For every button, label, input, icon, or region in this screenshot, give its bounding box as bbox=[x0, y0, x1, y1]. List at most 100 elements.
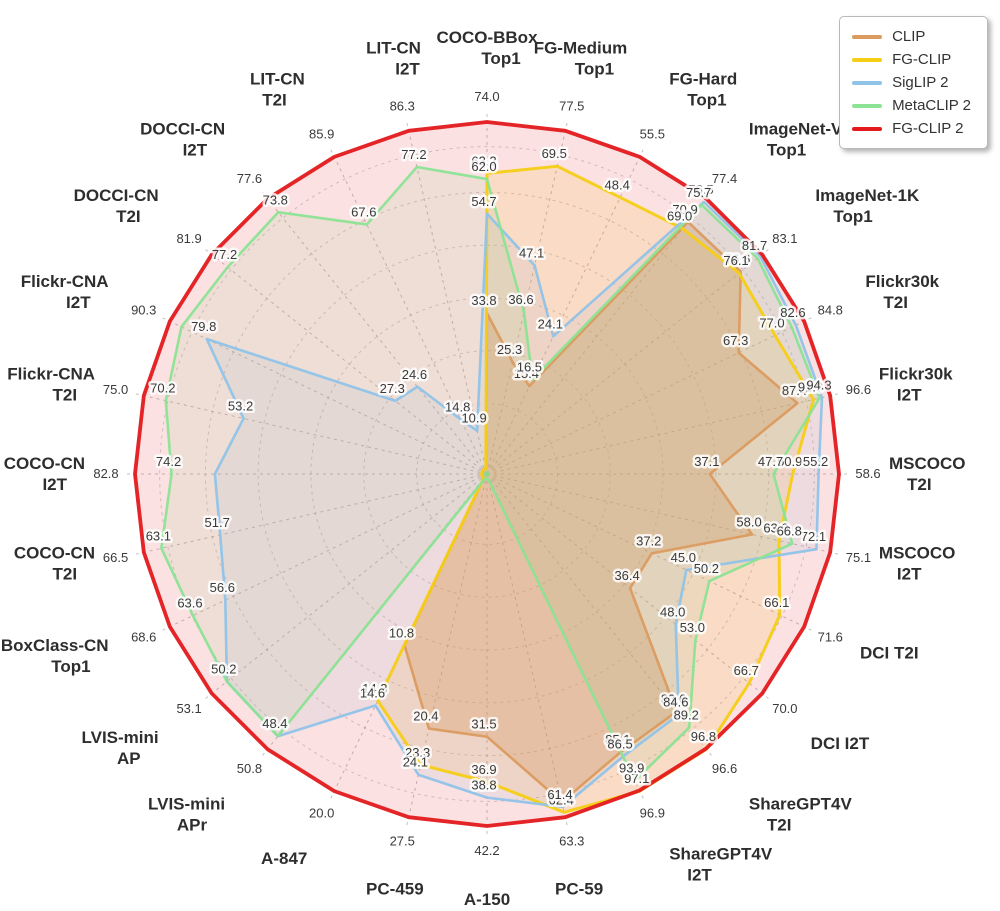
axis-label-coco-bbox-top1: COCO-BBox bbox=[436, 28, 538, 47]
legend-item-clip: CLIP bbox=[850, 25, 973, 48]
value-label: 55.2 bbox=[803, 454, 828, 469]
value-label: 63.2 bbox=[471, 153, 496, 168]
value-label: 55.5 bbox=[640, 126, 665, 141]
value-label: 82.6 bbox=[780, 305, 805, 320]
value-labels-fg-clip: 63.2 69.5 48.4 69.0 76.1 77.0 91.9 50.9 63.9 66.1… bbox=[360, 144, 826, 810]
value-label: 66.5 bbox=[103, 550, 128, 565]
value-label: 37.1 bbox=[694, 454, 719, 469]
series-line-fg-clip bbox=[376, 164, 815, 814]
value-label: 48.4 bbox=[605, 177, 630, 192]
value-label: 74.2 bbox=[156, 454, 181, 469]
legend-label: FG-CLIP 2 bbox=[892, 120, 964, 137]
value-label: 48.4 bbox=[262, 716, 287, 731]
value-label: 58.0 bbox=[736, 514, 761, 529]
axis-label-imagenet-v2-top1: ImageNet-V2 bbox=[749, 120, 852, 139]
value-label: 20.0 bbox=[309, 806, 334, 821]
value-label: 36.4 bbox=[614, 568, 639, 583]
value-label: 97.1 bbox=[624, 771, 649, 786]
axis-label-coco-cn-i2t: COCO-CN bbox=[4, 454, 85, 473]
value-label: 79.8 bbox=[191, 319, 216, 334]
axis-label-fg-hard-top1: FG-Hard bbox=[669, 70, 737, 89]
axis-label-lvis-mini-ap: LVIS-mini bbox=[81, 728, 158, 747]
axis-sublabel: I2T bbox=[897, 564, 922, 583]
value-label: 54.7 bbox=[471, 194, 496, 209]
value-label: 70.0 bbox=[772, 701, 797, 716]
value-label: 75.1 bbox=[846, 550, 871, 565]
legend-item-metaclip-2: MetaCLIP 2 bbox=[850, 94, 973, 117]
value-label: 50.2 bbox=[211, 661, 236, 676]
value-label: 47.1 bbox=[519, 245, 544, 260]
value-label: 76.6 bbox=[725, 252, 750, 267]
legend-label: SigLIP 2 bbox=[892, 74, 949, 91]
series-fill-siglip-2 bbox=[206, 201, 823, 807]
value-label: 31.5 bbox=[471, 717, 496, 732]
axis-sublabel: T2I bbox=[907, 475, 932, 494]
value-label: 77.0 bbox=[759, 315, 784, 330]
axis-sublabel: I2T bbox=[897, 386, 922, 405]
value-label: 63.3 bbox=[559, 834, 584, 849]
axis-label-dci-i2t: DCI I2T bbox=[811, 734, 870, 753]
axis-sublabel: I2T bbox=[395, 60, 420, 79]
axis-label-fg-medium-top1: FG-Medium bbox=[534, 39, 628, 58]
value-label: 14.3 bbox=[362, 681, 387, 696]
axis-label-flickr-cna-t2i: Flickr-CNA bbox=[7, 365, 95, 384]
value-label: 53.0 bbox=[680, 620, 705, 635]
value-label: 96.9 bbox=[640, 806, 665, 821]
axis-sublabel: Top1 bbox=[575, 60, 614, 79]
legend-line-swatch bbox=[852, 80, 883, 85]
value-label: 77.4 bbox=[712, 171, 737, 186]
value-label: 82.8 bbox=[93, 466, 118, 481]
value-label: 72.1 bbox=[801, 529, 826, 544]
legend-label: FG-CLIP bbox=[892, 51, 952, 68]
value-label: 10.8 bbox=[389, 625, 414, 640]
value-label: 81.9 bbox=[176, 231, 201, 246]
value-labels-clip: 33.8 25.3 15.4 70.9 76.6 67.3 87.4 37.1 58.0 37.2… bbox=[386, 199, 809, 749]
legend-line-swatch bbox=[852, 57, 883, 62]
value-label: 62.0 bbox=[471, 159, 496, 174]
value-label: 71.6 bbox=[818, 630, 843, 645]
series-line-siglip-2 bbox=[205, 200, 824, 809]
value-label: 68.6 bbox=[131, 630, 156, 645]
axis-labels: COCO-BBox Top1 FG-Medium Top1 FG-Hard Top1 Ima… bbox=[1, 28, 966, 909]
axis-label-lvis-mini-apr: LVIS-mini bbox=[148, 794, 225, 813]
value-label: 50.8 bbox=[237, 761, 262, 776]
value-label: 81.7 bbox=[742, 238, 767, 253]
axis-sublabel: APr bbox=[177, 815, 208, 834]
series-line-fg-clip-2 bbox=[133, 120, 841, 828]
value-label: 87.4 bbox=[782, 383, 807, 398]
axis-sublabel: T2I bbox=[116, 207, 141, 226]
value-label: 51.7 bbox=[205, 515, 230, 530]
value-label: 76.5 bbox=[688, 182, 713, 197]
value-label: 63.6 bbox=[177, 596, 202, 611]
axis-label-docci-cn-i2t: DOCCI-CN bbox=[140, 120, 225, 139]
value-label: 16.5 bbox=[517, 360, 542, 375]
value-label: 73.8 bbox=[263, 192, 288, 207]
value-label: 66.1 bbox=[764, 595, 789, 610]
value-label: 69.0 bbox=[667, 209, 692, 224]
series-line-metaclip-2 bbox=[160, 165, 821, 782]
value-label: 93.9 bbox=[619, 761, 644, 776]
axis-sublabel: T2I bbox=[53, 386, 78, 405]
axis-sublabel: Top1 bbox=[51, 657, 90, 676]
axis-sublabel: I2T bbox=[66, 293, 91, 312]
axis-label-imagenet-1k-top1: ImageNet-1K bbox=[815, 186, 920, 205]
value-label: 77.5 bbox=[559, 98, 584, 113]
value-label: 36.9 bbox=[471, 762, 496, 777]
value-label: 84.8 bbox=[818, 302, 843, 317]
value-label: 66.7 bbox=[734, 663, 759, 678]
value-label: 67.3 bbox=[723, 333, 748, 348]
axis-sublabel: T2I bbox=[767, 815, 792, 834]
axis-sublabel: Top1 bbox=[687, 91, 726, 110]
value-label: 37.2 bbox=[636, 533, 661, 548]
value-label: 38.8 bbox=[471, 778, 496, 793]
axis-label-pc-459: PC-459 bbox=[366, 880, 424, 899]
axis-sublabel: Top1 bbox=[767, 141, 806, 160]
value-label: 70.9 bbox=[672, 202, 697, 217]
legend-item-fg-clip-2: FG-CLIP 2 bbox=[850, 117, 973, 140]
axis-label-mscoco-t2i: MSCOCO bbox=[889, 454, 966, 473]
value-label: 83.1 bbox=[772, 231, 797, 246]
value-label: 27.3 bbox=[380, 381, 405, 396]
value-label: 14.6 bbox=[360, 686, 385, 701]
legend-line-swatch bbox=[852, 126, 883, 131]
